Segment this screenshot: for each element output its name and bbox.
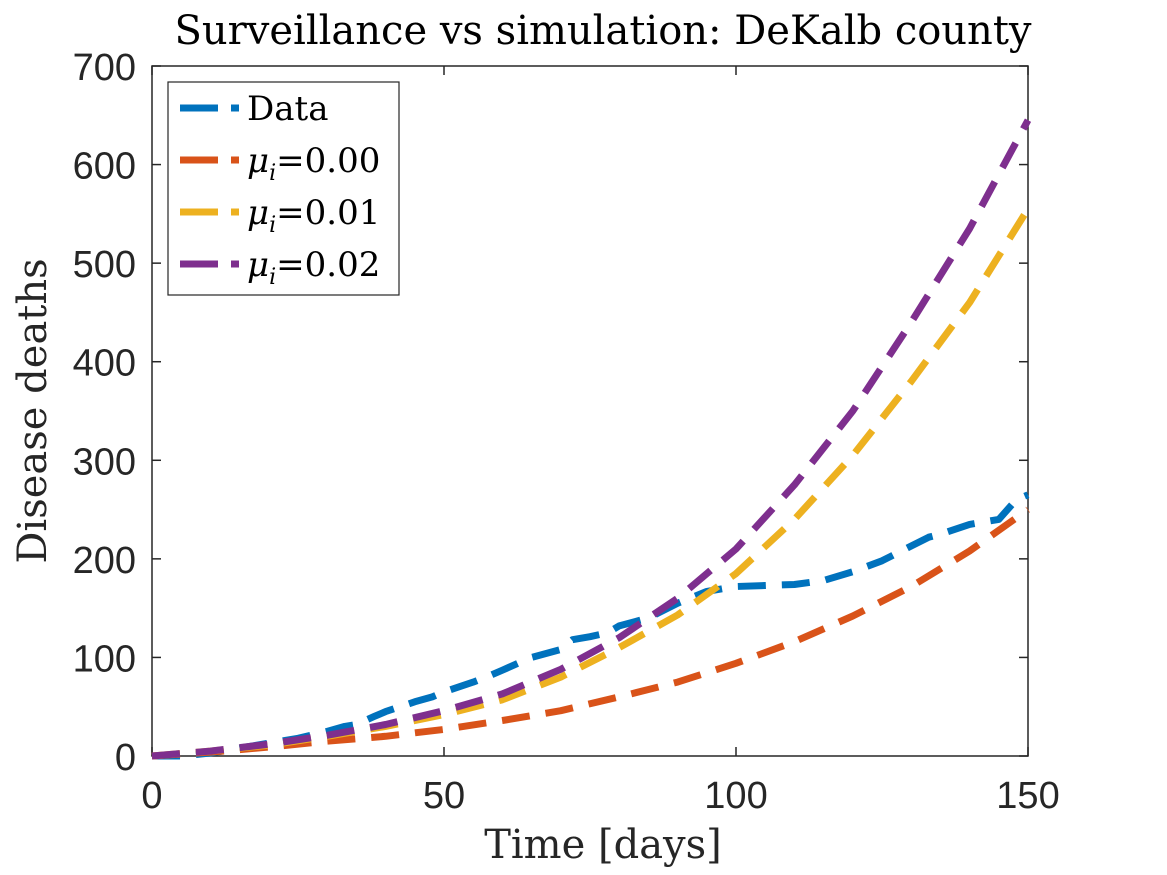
x-tick-label: 100 [704,775,767,817]
y-tick-label: 400 [73,343,136,385]
legend-value: =0.02 [276,245,380,285]
legend-value: =0.01 [276,193,380,233]
y-tick-label: 300 [73,441,136,483]
series-group [151,118,1032,760]
y-tick-label: 600 [73,146,136,188]
legend-symbol: μ [247,245,269,285]
y-tick-label: 0 [115,737,136,779]
legend-item-3: μi=0.02 [180,245,380,290]
legend-item-0: Data [180,89,328,129]
x-tick-label: 50 [423,775,465,817]
chart-title: Surveillance vs simulation: DeKalb count… [175,8,1032,54]
y-axis-label: Disease deaths [10,258,56,563]
legend-label-0: Data [247,89,328,129]
x-axis-label: Time [days] [484,822,722,868]
y-tick-label: 100 [73,638,136,680]
legend-value: =0.00 [276,141,380,181]
y-axis-tick-labels: 0 100 200 300 400 500 600 700 [73,47,136,779]
legend-subscript: i [269,161,276,186]
legend-symbol: μ [247,193,269,233]
legend-symbol: μ [247,141,269,181]
legend-item-1: μi=0.00 [180,141,380,186]
legend-subscript: i [269,265,276,290]
legend-box [167,81,400,296]
y-tick-label: 500 [73,244,136,286]
x-tick-label: 150 [996,775,1059,817]
legend-label-2: μi=0.01 [247,193,380,238]
series-line-3 [151,118,1032,760]
legend-item-2: μi=0.01 [180,193,380,238]
x-axis-tick-labels: 0 50 100 150 [141,775,1059,817]
y-tick-label: 200 [73,540,136,582]
x-tick-label: 0 [141,775,162,817]
legend-label-1: μi=0.00 [247,141,380,186]
legend-label-3: μi=0.02 [247,245,380,290]
series-line-0 [152,491,1030,760]
y-tick-label: 700 [73,47,136,89]
legend-subscript: i [269,213,276,238]
